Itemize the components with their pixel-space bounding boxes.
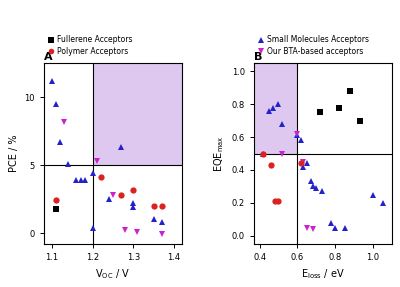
- Bar: [93, 63, 182, 165]
- Legend: Small Molecules Acceptors, Our BTA-based acceptors: Small Molecules Acceptors, Our BTA-based…: [258, 35, 369, 56]
- Text: A: A: [44, 52, 53, 62]
- Y-axis label: $\mathrm{EQE_{max}}$: $\mathrm{EQE_{max}}$: [212, 135, 226, 172]
- Text: B: B: [254, 52, 262, 62]
- X-axis label: $\mathrm{E_{loss}}$ / eV: $\mathrm{E_{loss}}$ / eV: [301, 267, 345, 281]
- Bar: [254, 63, 298, 154]
- Y-axis label: PCE / %: PCE / %: [9, 135, 19, 172]
- X-axis label: $\mathrm{V_{OC}}$ / V: $\mathrm{V_{OC}}$ / V: [96, 267, 131, 281]
- Legend: Fullerene Acceptors, Polymer Acceptors: Fullerene Acceptors, Polymer Acceptors: [48, 35, 132, 56]
